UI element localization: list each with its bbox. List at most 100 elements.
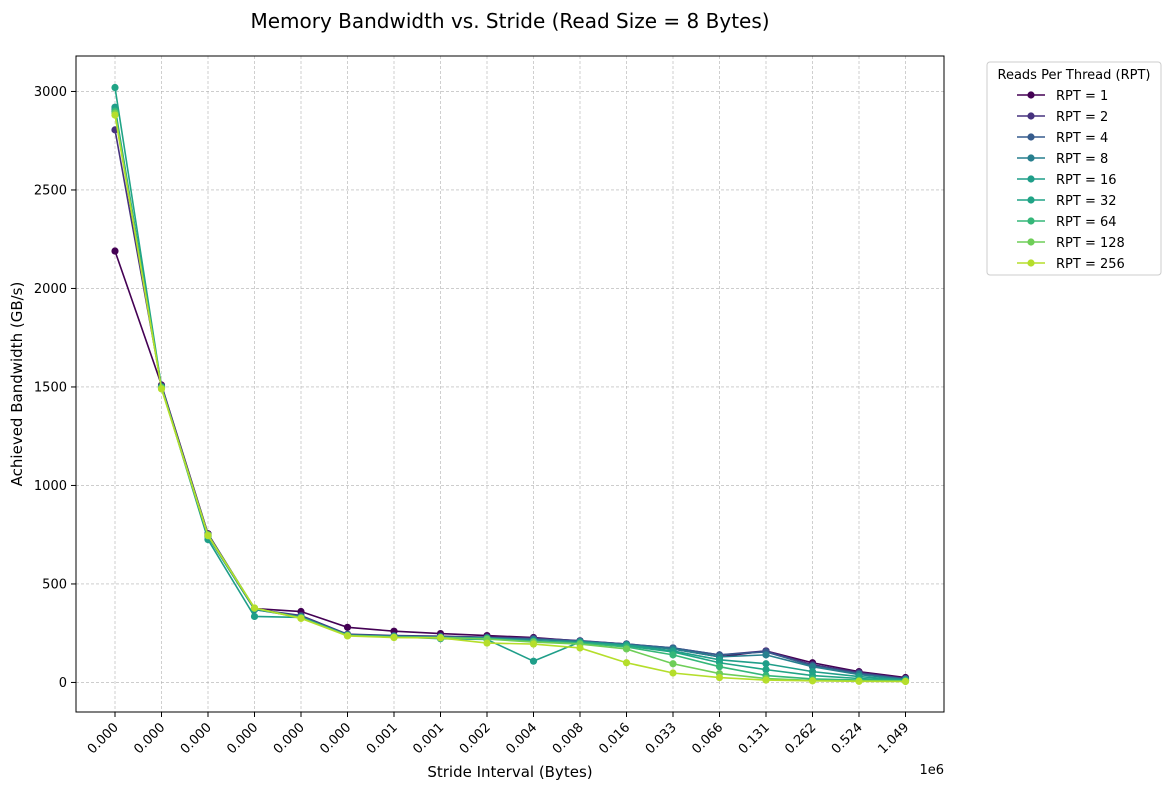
data-point: [157, 385, 166, 393]
series-line: [114, 107, 906, 681]
x-tick-label: 0.000: [317, 720, 354, 757]
x-tick-label: 0.001: [410, 720, 447, 757]
data-point: [622, 659, 631, 667]
series-rpt-8: [111, 105, 910, 684]
data-point: [250, 612, 259, 621]
data-point: [576, 644, 584, 652]
data-point: [297, 614, 305, 623]
legend-label: RPT = 64: [1056, 215, 1117, 230]
x-tick-label: 0.524: [829, 720, 866, 757]
data-point: [762, 666, 770, 674]
data-point: [762, 660, 770, 668]
chart-title: Memory Bandwidth vs. Stride (Read Size =…: [250, 9, 769, 33]
legend-entry: RPT = 16: [1017, 173, 1117, 188]
legend-title: Reads Per Thread (RPT): [998, 68, 1151, 83]
data-point: [436, 634, 445, 642]
y-tick-label: 1500: [34, 380, 67, 395]
x-tick-label: 0.000: [178, 720, 215, 757]
y-tick-label: 3000: [34, 85, 67, 100]
series-rpt-256: [111, 111, 910, 686]
x-tick-label: 0.066: [689, 720, 726, 757]
y-tick-label: 1000: [34, 479, 67, 494]
x-tick-label: 0.002: [457, 720, 494, 757]
data-point: [622, 645, 631, 653]
legend-entry: RPT = 2: [1017, 110, 1108, 125]
series-rpt-1: [111, 247, 910, 682]
grid: [76, 56, 944, 712]
legend-entry: RPT = 32: [1017, 194, 1117, 209]
legend-label: RPT = 1: [1056, 89, 1108, 104]
data-point: [669, 651, 677, 659]
x-tick-label: 1.049: [875, 720, 912, 757]
legend: Reads Per Thread (RPT) RPT = 1 RPT = 2 RPT…: [986, 61, 1162, 276]
legend-marker: [1027, 112, 1035, 120]
data-point: [901, 677, 910, 686]
legend-marker: [1027, 154, 1035, 162]
data-point: [669, 669, 677, 677]
series-rpt-64: [111, 107, 910, 685]
legend-entry: RPT = 256: [1017, 257, 1125, 272]
y-tick-label: 500: [42, 577, 67, 592]
legend-label: RPT = 128: [1056, 236, 1125, 251]
series-rpt-2: [111, 126, 910, 683]
legend-label: RPT = 2: [1056, 110, 1108, 125]
data-point: [808, 663, 817, 671]
data-point: [204, 532, 212, 540]
y-tick-label: 2000: [34, 282, 67, 297]
x-tick-label: 0.000: [85, 720, 122, 757]
series-line: [114, 111, 906, 680]
series-line: [114, 112, 906, 683]
x-tick-label: 0.131: [736, 720, 773, 757]
series-line: [114, 87, 906, 682]
data-point: [808, 677, 817, 685]
data-point: [715, 673, 724, 682]
data-point: [250, 604, 259, 612]
data-point: [529, 640, 538, 648]
y-axis-label: Achieved Bandwidth (GB/s): [8, 282, 26, 487]
legend-entry: RPT = 128: [1017, 236, 1125, 251]
series-lines: [111, 83, 910, 686]
series-rpt-32: [111, 83, 910, 685]
plot-area: [75, 55, 945, 713]
series-line: [114, 250, 906, 679]
legend-label: RPT = 256: [1056, 257, 1125, 272]
legend-marker: [1027, 238, 1035, 246]
data-point: [483, 639, 491, 647]
x-ticks: 0.000 0.000 0.000 0.000 0.000 0.000 0.001 0.001…: [85, 712, 912, 757]
data-point: [343, 623, 352, 631]
data-point: [111, 247, 119, 255]
legend-marker: [1027, 259, 1035, 267]
y-ticks: 0 500 1000 1500 2000 2500 3000: [34, 85, 76, 691]
x-tick-label: 0.016: [596, 720, 633, 757]
legend-entry: RPT = 1: [1017, 89, 1108, 104]
data-point: [111, 111, 119, 119]
legend-marker: [1027, 133, 1035, 141]
legend-entry: RPT = 64: [1017, 215, 1117, 230]
series-line: [114, 111, 906, 682]
series-rpt-16: [111, 103, 910, 684]
legend-marker: [1027, 175, 1035, 183]
x-tick-label: 0.001: [364, 720, 401, 757]
legend-label: RPT = 8: [1056, 152, 1108, 167]
data-point: [343, 632, 352, 640]
x-tick-label: 0.033: [643, 720, 680, 757]
x-axis-offset-text: 1e6: [919, 763, 944, 778]
series-rpt-4: [111, 107, 910, 683]
series-line: [114, 109, 906, 681]
y-tick-label: 2500: [34, 183, 67, 198]
x-tick-label: 0.000: [131, 720, 168, 757]
x-tick-label: 0.004: [503, 720, 540, 757]
data-point: [390, 633, 398, 642]
x-tick-label: 0.000: [224, 720, 261, 757]
x-tick-label: 0.000: [271, 720, 308, 757]
y-tick-label: 0: [59, 676, 67, 691]
legend-marker: [1027, 196, 1035, 204]
series-rpt-128: [111, 109, 910, 685]
x-axis-label: Stride Interval (Bytes): [427, 763, 592, 781]
x-tick-label: 0.262: [782, 720, 819, 757]
series-line: [114, 114, 906, 683]
x-tick-label: 0.008: [550, 720, 587, 757]
data-point: [762, 676, 770, 684]
legend-label: RPT = 32: [1056, 194, 1117, 209]
